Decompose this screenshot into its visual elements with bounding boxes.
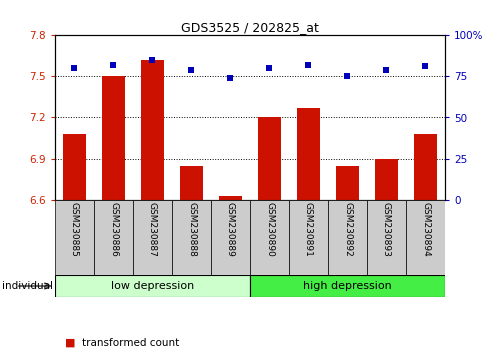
Text: GSM230892: GSM230892 [342,202,351,257]
Bar [296,108,319,200]
Point [109,62,117,68]
Bar [102,76,125,200]
Text: individual: individual [2,281,53,291]
Point [148,57,156,63]
Bar [62,134,86,200]
Bar [55,200,94,275]
Bar [211,200,249,275]
Title: GDS3525 / 202825_at: GDS3525 / 202825_at [181,21,318,34]
Bar [180,166,203,200]
Bar [249,275,444,297]
Point [343,73,350,79]
Bar [405,200,444,275]
Text: GSM230893: GSM230893 [381,202,390,257]
Text: GSM230885: GSM230885 [70,202,79,257]
Point [421,63,428,69]
Bar [257,118,281,200]
Bar [413,134,436,200]
Bar [172,200,211,275]
Bar [140,60,164,200]
Text: high depression: high depression [302,281,391,291]
Bar [94,200,133,275]
Text: ■: ■ [64,338,75,348]
Text: transformed count: transformed count [81,338,179,348]
Text: GSM230886: GSM230886 [109,202,118,257]
Point [304,62,312,68]
Text: GSM230890: GSM230890 [264,202,273,257]
Bar [218,196,242,200]
Text: GSM230887: GSM230887 [148,202,157,257]
Bar [366,200,405,275]
Text: GSM230888: GSM230888 [187,202,196,257]
Bar [249,200,288,275]
Point [226,75,234,81]
Point [187,67,195,73]
Bar [327,200,366,275]
Bar [335,166,359,200]
Point [265,65,273,71]
Bar [374,159,397,200]
Bar [288,200,327,275]
Bar [55,275,249,297]
Text: GSM230889: GSM230889 [226,202,235,257]
Point [382,67,390,73]
Text: GSM230894: GSM230894 [420,202,429,257]
Bar [133,200,172,275]
Text: GSM230891: GSM230891 [303,202,312,257]
Text: low depression: low depression [111,281,194,291]
Point [71,65,78,71]
